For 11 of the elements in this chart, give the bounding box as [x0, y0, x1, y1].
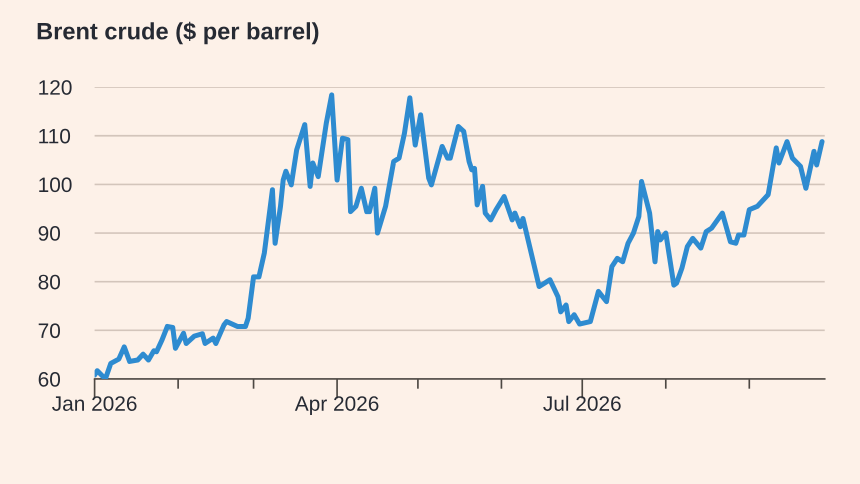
y-tick-label: 80	[38, 274, 60, 290]
y-tick-label: 120	[39, 80, 72, 95]
y-tick-label: 70	[38, 323, 60, 338]
chart-title: Brent crude ($ per barrel)	[38, 22, 318, 44]
x-tick-label: Apr 2026	[294, 396, 378, 416]
y-tick-label: 60	[38, 372, 60, 387]
y-tick-label: 110	[39, 128, 70, 144]
y-tick-label: 100	[39, 177, 72, 192]
x-tick-label: Jan 2026	[52, 396, 137, 411]
x-tick-label: Jul 2026	[543, 396, 621, 411]
y-tick-label: 90	[38, 226, 60, 241]
